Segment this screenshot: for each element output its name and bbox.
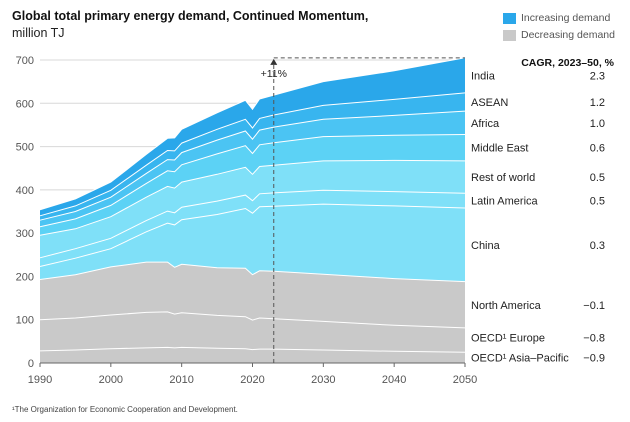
series-boundary-line bbox=[39, 203, 466, 267]
series-boundary-line bbox=[39, 134, 466, 228]
legend-increasing-label: Increasing demand bbox=[521, 12, 611, 24]
series-boundary-line bbox=[39, 92, 466, 217]
x-tick-label: 2040 bbox=[382, 374, 406, 386]
area-north-america bbox=[40, 262, 465, 328]
area-layers bbox=[40, 57, 465, 363]
y-tick-label: 400 bbox=[16, 185, 34, 197]
legend-increasing: Increasing demand bbox=[503, 12, 610, 24]
series-label: China bbox=[471, 240, 501, 252]
cagr-value: 1.0 bbox=[590, 118, 605, 130]
series-boundary-line bbox=[39, 261, 466, 283]
legend-increasing-swatch bbox=[503, 12, 516, 24]
series-boundary-line bbox=[39, 311, 466, 329]
boundary-lines bbox=[39, 57, 466, 353]
chart-title: Global total primary energy demand, Cont… bbox=[12, 9, 369, 23]
area-asean bbox=[40, 92, 465, 221]
legend-decreasing-swatch bbox=[503, 29, 516, 41]
cagr-value: −0.1 bbox=[583, 300, 605, 312]
series-boundary-line bbox=[39, 110, 466, 221]
area-middle-east bbox=[40, 134, 465, 236]
series-boundary-line bbox=[39, 159, 466, 236]
series-label: Africa bbox=[471, 118, 500, 130]
cagr-value: 2.3 bbox=[590, 70, 605, 82]
x-tick-label: 2050 bbox=[453, 374, 477, 386]
area-china bbox=[40, 204, 465, 282]
y-tick-label: 200 bbox=[16, 271, 34, 283]
area-oecd-asia-pacific bbox=[40, 347, 465, 363]
legend-decreasing: Decreasing demand bbox=[503, 29, 615, 41]
x-tick-label: 2030 bbox=[311, 374, 335, 386]
y-tick-label: 0 bbox=[28, 358, 34, 370]
chart-subtitle: million TJ bbox=[12, 26, 65, 40]
cagr-value: −0.9 bbox=[583, 353, 605, 365]
series-label: ASEAN bbox=[471, 97, 508, 109]
y-tick-label: 100 bbox=[16, 315, 34, 327]
x-tick-label: 1990 bbox=[28, 374, 52, 386]
cagr-header: CAGR, 2023–50, % bbox=[521, 57, 614, 69]
y-axis: 0 100 200 300 400 500 600 700 bbox=[16, 55, 34, 370]
y-tick-label: 300 bbox=[16, 228, 34, 240]
area-india bbox=[40, 57, 465, 216]
arrow-up-icon bbox=[270, 58, 278, 65]
growth-annotation: +11% bbox=[261, 57, 465, 363]
x-axis: 1990 2000 2010 2020 2030 2040 2050 bbox=[28, 362, 477, 386]
area-africa bbox=[40, 111, 465, 227]
area-rest-of-world bbox=[40, 160, 465, 258]
series-label: North America bbox=[471, 300, 542, 312]
series-boundary-line bbox=[39, 57, 466, 211]
y-tick-label: 600 bbox=[16, 98, 34, 110]
series-labels: OECD¹ Asia–Pacific −0.9 OECD¹ Europe −0.8 No… bbox=[471, 70, 605, 364]
series-label: Middle East bbox=[471, 143, 528, 155]
x-tick-label: 2020 bbox=[240, 374, 264, 386]
cagr-value: 1.2 bbox=[590, 97, 605, 109]
area-latin-america bbox=[40, 190, 465, 267]
cagr-value: 0.6 bbox=[590, 143, 605, 155]
cagr-value: 0.3 bbox=[590, 240, 605, 252]
series-label: OECD¹ Asia–Pacific bbox=[471, 353, 569, 365]
series-label: India bbox=[471, 70, 496, 82]
y-tick-label: 500 bbox=[16, 142, 34, 154]
legend-decreasing-label: Decreasing demand bbox=[521, 29, 615, 41]
cagr-value: −0.8 bbox=[583, 333, 605, 345]
stacked-area-chart: 0 100 200 300 400 500 600 700 1990 2000 2010 2020 2… bbox=[16, 55, 605, 386]
series-boundary-line bbox=[39, 189, 466, 259]
x-tick-label: 2000 bbox=[99, 374, 123, 386]
annotation-label: +11% bbox=[261, 68, 287, 80]
cagr-value: 0.5 bbox=[590, 172, 605, 184]
x-tick-label: 2010 bbox=[169, 374, 193, 386]
area-oecd-europe bbox=[40, 311, 465, 353]
series-boundary-line bbox=[39, 346, 466, 353]
y-tick-label: 700 bbox=[16, 55, 34, 67]
series-label: Latin America bbox=[471, 196, 539, 208]
cagr-value: 0.5 bbox=[590, 196, 605, 208]
series-label: OECD¹ Europe bbox=[471, 333, 545, 345]
footnote: ¹The Organization for Economic Cooperati… bbox=[12, 405, 238, 414]
series-label: Rest of world bbox=[471, 172, 535, 184]
